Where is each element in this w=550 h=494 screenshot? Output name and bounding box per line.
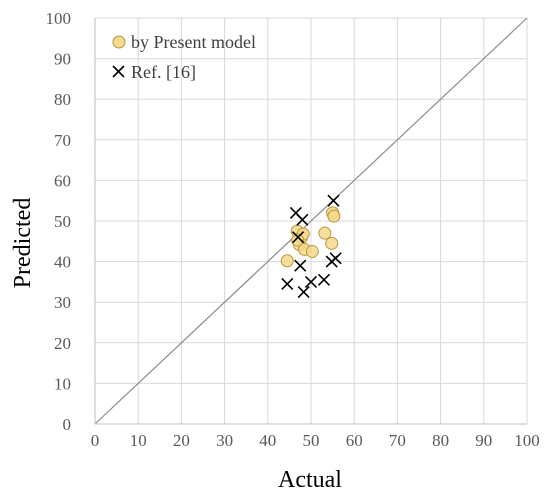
x-axis-title: Actual <box>278 467 342 493</box>
x-tick-label: 0 <box>91 431 100 450</box>
x-tick-label: 60 <box>346 431 363 450</box>
data-point-present-model <box>327 209 341 223</box>
reference-line-y-equals-x <box>94 17 528 425</box>
data-markers <box>280 194 342 299</box>
data-point-ref16 <box>317 273 331 286</box>
x-tick-label: 40 <box>259 431 276 450</box>
y-axis-title: Predicted <box>10 198 36 289</box>
y-tick-label: 40 <box>54 253 71 272</box>
legend-circle-marker <box>112 35 126 49</box>
data-point-present-model <box>325 236 339 250</box>
reference-line-group <box>94 17 528 425</box>
y-tick-label: 100 <box>46 9 72 28</box>
data-point-present-model <box>318 226 332 240</box>
x-tick-label: 10 <box>130 431 147 450</box>
data-point-ref16 <box>304 275 318 288</box>
legend-x-marker <box>112 65 125 78</box>
y-tick-label: 60 <box>54 171 71 190</box>
x-tick-label: 80 <box>432 431 449 450</box>
data-point-ref16 <box>294 259 307 272</box>
data-point-present-model <box>280 254 294 268</box>
x-tick-label: 30 <box>216 431 233 450</box>
legend-label-present-model: by Present model <box>131 32 256 52</box>
data-point-present-model <box>305 244 319 258</box>
x-tick-label: 90 <box>475 431 492 450</box>
data-point-ref16 <box>291 231 305 244</box>
data-point-ref16 <box>296 213 309 226</box>
data-point-ref16 <box>297 285 310 299</box>
y-tick-label: 10 <box>54 374 71 393</box>
y-tick-label: 30 <box>54 293 71 312</box>
y-tick-label: 50 <box>54 212 71 231</box>
legend: by Present model Ref. [16] <box>112 32 256 82</box>
y-tick-label: 70 <box>54 131 71 150</box>
data-point-ref16 <box>327 194 340 207</box>
axes <box>94 18 527 425</box>
legend-label-ref16: Ref. [16] <box>131 62 196 82</box>
data-point-ref16 <box>281 277 294 290</box>
x-tick-label: 50 <box>303 431 320 450</box>
x-tick-label: 100 <box>514 431 540 450</box>
y-tick-label: 20 <box>54 334 71 353</box>
x-tick-label: 70 <box>389 431 406 450</box>
x-tick-label: 20 <box>173 431 190 450</box>
y-tick-label: 90 <box>54 50 71 69</box>
tick-labels: 0 10 20 30 40 50 60 70 80 90 100 0 10 20 30 40 50 60 70 80 9… <box>46 9 540 450</box>
data-point-ref16 <box>329 252 342 265</box>
y-tick-label: 0 <box>63 415 72 434</box>
y-tick-label: 80 <box>54 90 71 109</box>
data-point-present-model <box>291 233 305 247</box>
